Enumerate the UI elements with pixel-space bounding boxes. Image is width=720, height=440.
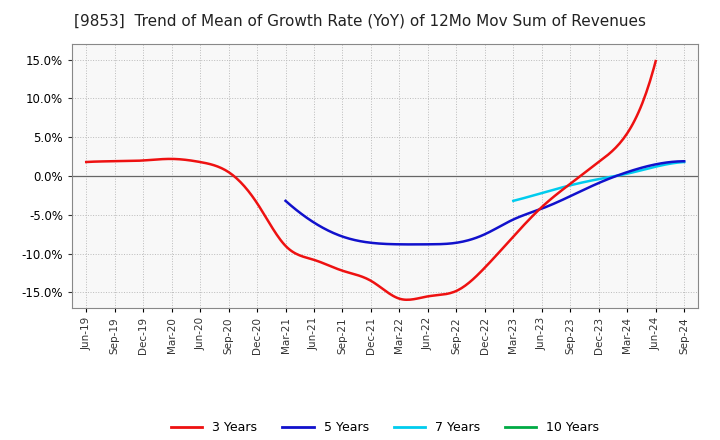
Text: [9853]  Trend of Mean of Growth Rate (YoY) of 12Mo Mov Sum of Revenues: [9853] Trend of Mean of Growth Rate (YoY…: [74, 13, 646, 28]
Legend: 3 Years, 5 Years, 7 Years, 10 Years: 3 Years, 5 Years, 7 Years, 10 Years: [166, 416, 604, 439]
